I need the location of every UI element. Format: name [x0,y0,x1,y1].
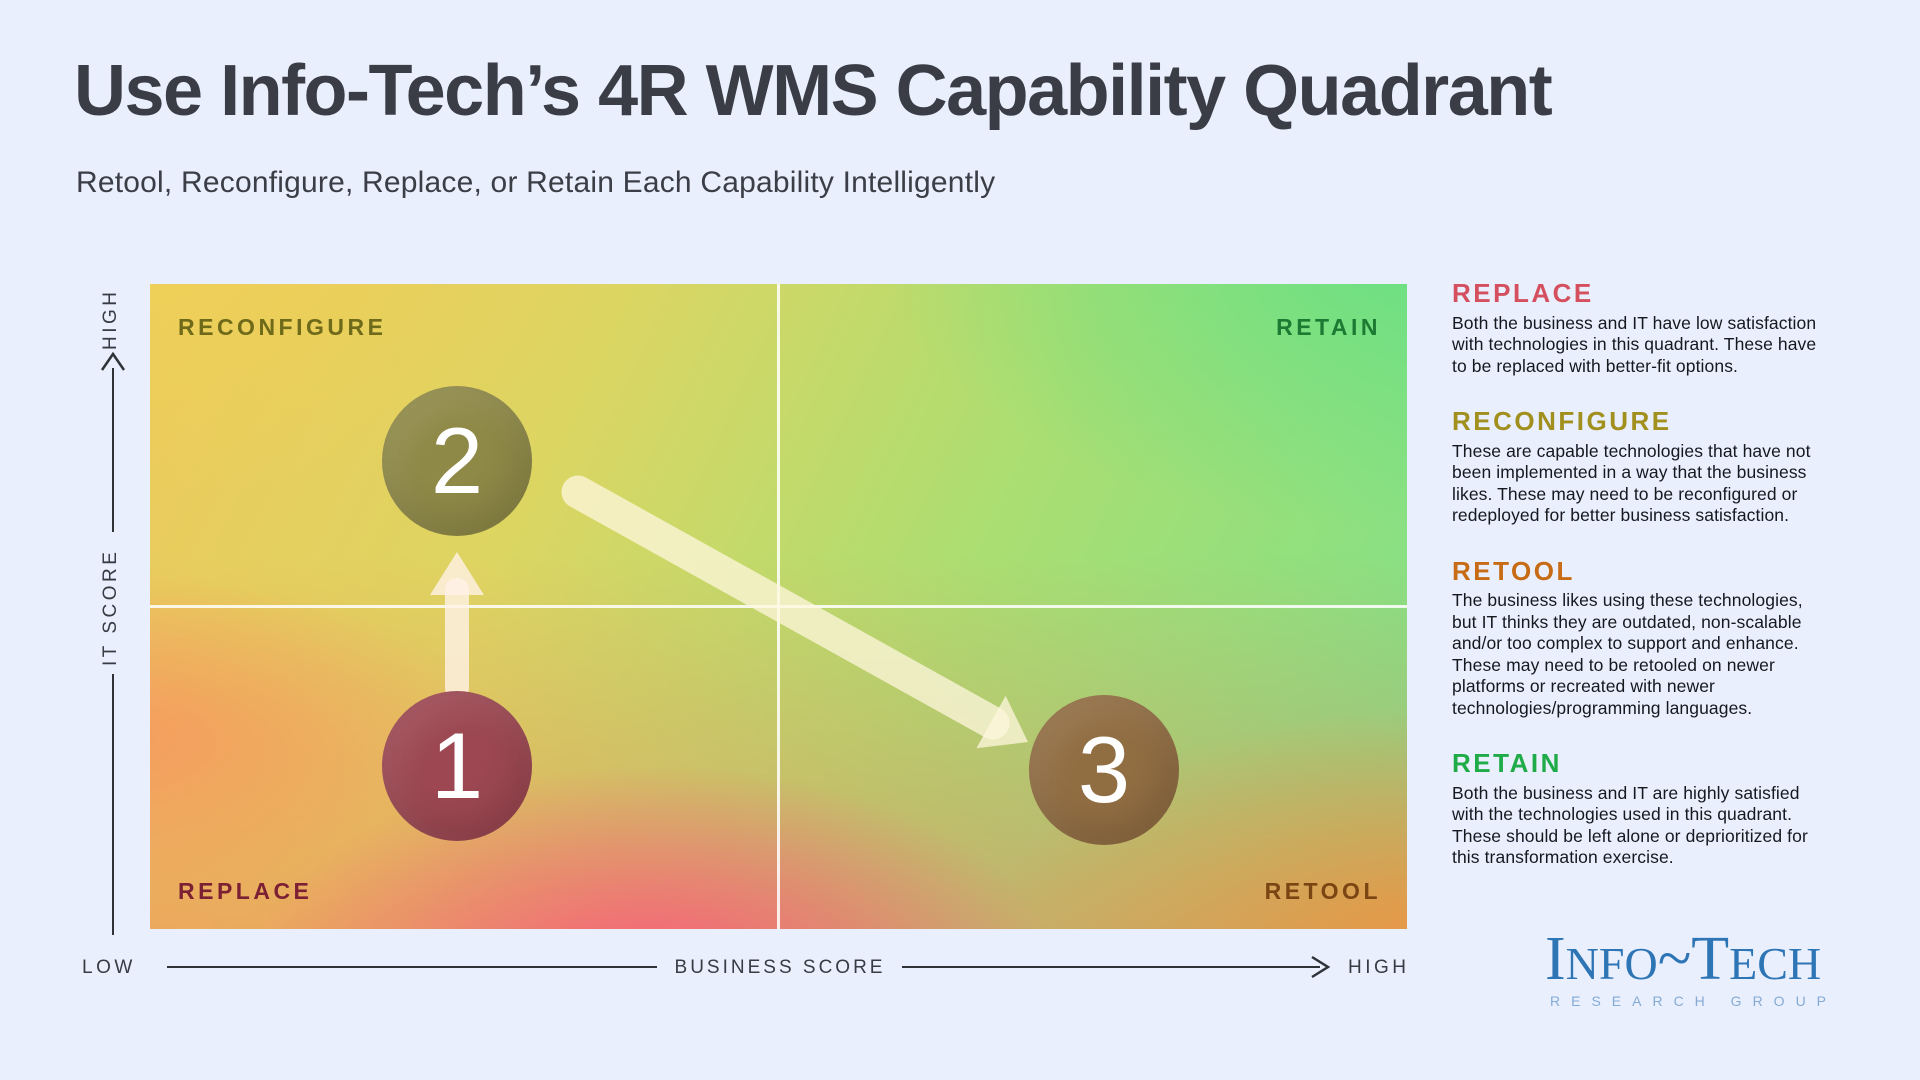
quadrant-label-replace: REPLACE [178,878,313,904]
marker-3-number: 3 [1077,717,1131,822]
legend-panel: REPLACE Both the business and IT have lo… [1452,279,1826,899]
x-axis-low-label: LOW [82,957,136,978]
marker-1: 1 [382,691,532,841]
infotech-logo-wordmark: INFO~TECH [1545,925,1822,993]
x-axis-line [167,955,1331,979]
x-axis-arrowhead-icon [1311,955,1331,979]
legend-block-reconfigure: RECONFIGURE These are capable technologi… [1452,407,1826,527]
marker-1-number: 1 [430,713,484,818]
infotech-logo: INFO~TECH RESEARCH GROUP [1545,928,1855,1009]
legend-body-retool: The business likes using these technolog… [1452,590,1803,718]
infotech-logo-tagline: RESEARCH GROUP [1550,993,1838,1009]
quadrant-label-reconfigure: RECONFIGURE [178,314,387,340]
diagonal-arrow-icon [561,475,1028,749]
y-axis-arrowhead-icon [100,351,126,371]
up-arrow-icon [430,552,484,700]
x-axis-high-label: HIGH [1348,957,1410,978]
y-axis-high-label: HIGH [100,288,121,350]
legend-body-retain: Both the business and IT are highly sati… [1452,782,1808,868]
marker-2-number: 2 [430,408,484,513]
legend-heading-retool: RETOOL [1452,555,1575,586]
quadrant-chart: RECONFIGURE RETAIN REPLACE RETOOL 1 2 3 [150,284,1407,929]
legend-block-replace: REPLACE Both the business and IT have lo… [1452,279,1826,377]
legend-heading-reconfigure: RECONFIGURE [1452,406,1672,437]
legend-heading-retain: RETAIN [1452,748,1562,779]
marker-3: 3 [1029,695,1179,845]
marker-2: 2 [382,386,532,536]
page-title: Use Info-Tech’s 4R WMS Capability Quadra… [74,51,1553,131]
page-subtitle: Retool, Reconfigure, Replace, or Retain … [76,166,996,199]
y-axis-line [100,351,126,935]
x-axis-title: BUSINESS SCORE [674,957,886,978]
legend-block-retool: RETOOL The business likes using these te… [1452,557,1826,720]
legend-body-replace: Both the business and IT have low satisf… [1452,312,1817,376]
quadrant-label-retain: RETAIN [1276,314,1381,340]
legend-block-retain: RETAIN Both the business and IT are high… [1452,749,1826,869]
flow-arrows [430,475,1028,749]
y-axis-title: IT SCORE [100,548,121,666]
legend-body-reconfigure: These are capable technologies that have… [1452,440,1811,526]
legend-heading-replace: REPLACE [1452,278,1594,308]
quadrant-label-retool: RETOOL [1264,878,1381,904]
